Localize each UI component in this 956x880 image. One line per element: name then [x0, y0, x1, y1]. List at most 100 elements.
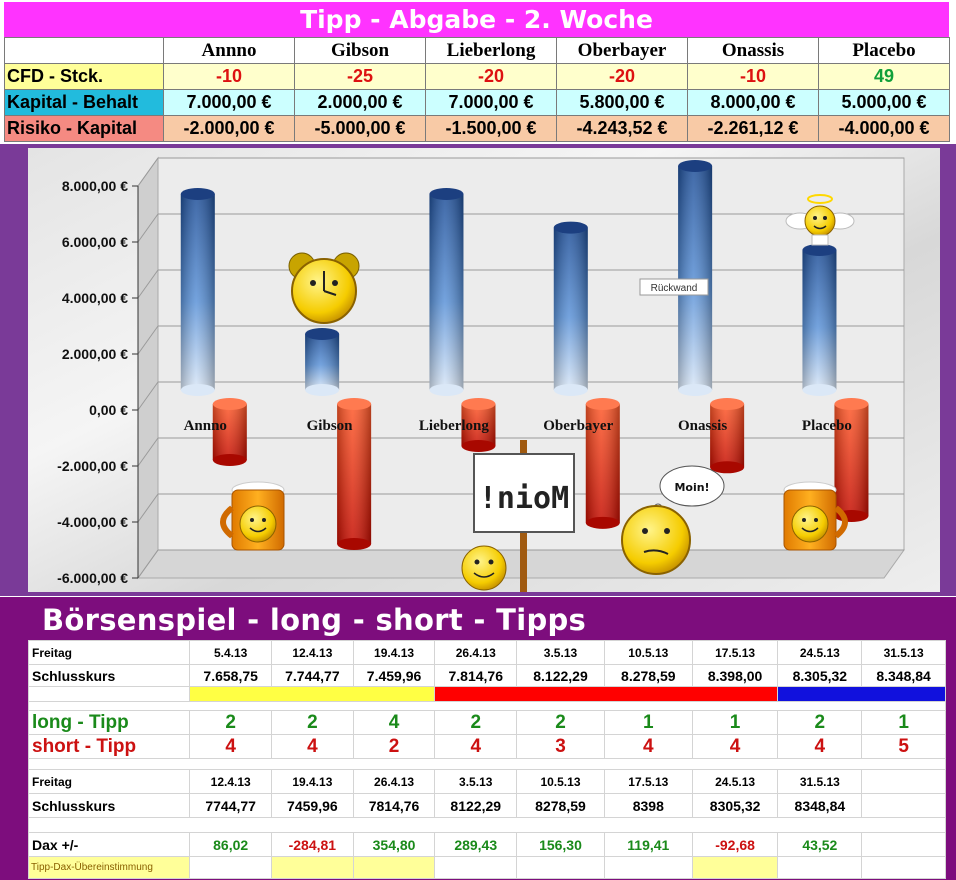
cfd-value: -10	[163, 63, 295, 90]
date-cell: 12.4.13	[271, 640, 354, 665]
bar-risiko-base	[710, 461, 745, 474]
risiko-value: -4.000,00 €	[818, 115, 950, 142]
kapital-value: 2.000,00 €	[294, 89, 426, 116]
match-cell-highlighted	[691, 856, 779, 879]
match-cell	[516, 856, 605, 879]
trend-bar-empty	[27, 686, 191, 702]
sign-holding-smiley-icon: !nioM	[461, 440, 575, 592]
x-tick-label: Oberbayer	[543, 418, 613, 434]
sign-text: !nioM	[479, 481, 569, 516]
kapital-value: 7.000,00 €	[425, 89, 557, 116]
dax-cell: 43,52	[777, 832, 863, 857]
bar-risiko-top	[337, 398, 372, 410]
spacer	[28, 701, 946, 711]
gridline-diagonal	[137, 213, 159, 243]
long-tipp-cell: 2	[434, 710, 518, 735]
alarm-clock-smiley-icon	[288, 252, 360, 324]
bar-kapital-top	[305, 328, 340, 340]
kurs-cell: 7814,76	[352, 793, 436, 818]
dax-cell	[861, 832, 946, 857]
bubble-text: Moin!	[674, 481, 709, 494]
long-tipp-cell: 2	[271, 710, 354, 735]
kapital-value: 8.000,00 €	[687, 89, 819, 116]
date-cell	[861, 769, 946, 794]
kurs-cell: 7459,96	[271, 793, 354, 818]
bar-kapital-base	[305, 384, 340, 396]
long-tipp-cell: 4	[352, 710, 436, 735]
long-tipp-cell: 1	[861, 710, 946, 735]
section-title: Börsenspiel - long - short - Tipps	[42, 603, 587, 637]
x-tick-label: Gibson	[307, 418, 354, 434]
bar-risiko-shade	[461, 404, 496, 446]
kurs-cell: 8.348,84	[861, 664, 946, 687]
x-tick-label: Lieberlong	[419, 418, 489, 434]
bars	[180, 160, 869, 550]
dax-cell: 156,30	[516, 832, 605, 857]
corner-cell	[4, 37, 164, 64]
risiko-value: -1.500,00 €	[425, 115, 557, 142]
y-tick-label: 8.000,00 €	[62, 178, 128, 194]
date-cell: 10.5.13	[516, 769, 605, 794]
capital-chart[interactable]: 8.000,00 € 6.000,00 € 4.000,00 € 2.000,00 €…	[28, 148, 940, 592]
dax-cell: 86,02	[189, 832, 273, 857]
trend-bar-yellow	[189, 686, 436, 702]
dax-cell: 119,41	[603, 832, 693, 857]
page-title: Tipp - Abgabe - 2. Woche	[4, 2, 949, 37]
bar-kapital-shade	[429, 194, 464, 390]
row-label-kapital: Kapital - Behalt	[4, 89, 164, 116]
y-tick-label: -6.000,00 €	[57, 570, 128, 586]
bar-risiko-top	[585, 398, 620, 410]
kurs-cell: 7.658,75	[189, 664, 273, 687]
x-tick-label: Placebo	[802, 418, 852, 434]
kurs-cell: 7.814,76	[434, 664, 518, 687]
match-cell	[603, 856, 693, 879]
kurs-cell: 7744,77	[189, 793, 273, 818]
match-cell-highlighted	[271, 856, 354, 879]
kurs-cell: 7.459,96	[352, 664, 436, 687]
long-tipp-label: long - Tipp	[27, 710, 191, 735]
dax-cell: 289,43	[434, 832, 518, 857]
player-name: Oberbayer	[556, 37, 688, 64]
long-tipp-cell: 1	[603, 710, 693, 735]
short-tipp-cell: 4	[777, 734, 863, 759]
tipps-table: Freitag 5.4.13 12.4.13 19.4.13 26.4.13 3…	[27, 640, 946, 879]
tooltip-text: Rückwand	[651, 283, 698, 294]
kurs-cell: 8122,29	[434, 793, 518, 818]
kapital-value: 7.000,00 €	[163, 89, 295, 116]
match-cell	[777, 856, 863, 879]
trend-bar-red	[434, 686, 779, 702]
bar-risiko-top	[212, 398, 247, 410]
bar-kapital-shade	[305, 334, 340, 390]
date-cell: 17.5.13	[603, 769, 693, 794]
gridline-diagonal	[137, 381, 159, 411]
trend-bar-blue	[777, 686, 946, 702]
match-cell	[189, 856, 273, 879]
row-label-cfd: CFD - Stck.	[4, 63, 164, 90]
date-cell: 5.4.13	[189, 640, 273, 665]
player-name: Onassis	[687, 37, 819, 64]
kurs-cell	[861, 793, 946, 818]
schlusskurs-label: Schlusskurs	[27, 793, 191, 818]
match-cell-highlighted	[352, 856, 436, 879]
date-cell: 19.4.13	[352, 640, 436, 665]
risiko-value: -5.000,00 €	[294, 115, 426, 142]
bar-kapital-base	[802, 384, 837, 396]
risiko-value: -2.000,00 €	[163, 115, 295, 142]
gridline-diagonal	[137, 157, 159, 187]
long-tipp-cell: 1	[691, 710, 779, 735]
short-tipp-label: short - Tipp	[27, 734, 191, 759]
bar-kapital-top	[678, 160, 713, 172]
bar-kapital-base	[678, 384, 713, 396]
dax-cell: -92,68	[691, 832, 779, 857]
kurs-cell: 8348,84	[777, 793, 863, 818]
spacer	[28, 817, 946, 833]
date-cell: 31.5.13	[861, 640, 946, 665]
date-cell: 31.5.13	[777, 769, 863, 794]
kapital-value: 5.800,00 €	[556, 89, 688, 116]
date-cell: 24.5.13	[691, 769, 779, 794]
kurs-cell: 8278,59	[516, 793, 605, 818]
bar-kapital-top	[553, 221, 588, 234]
date-cell: 19.4.13	[271, 769, 354, 794]
kurs-cell: 7.744,77	[271, 664, 354, 687]
x-tick-label: Onassis	[678, 418, 727, 434]
